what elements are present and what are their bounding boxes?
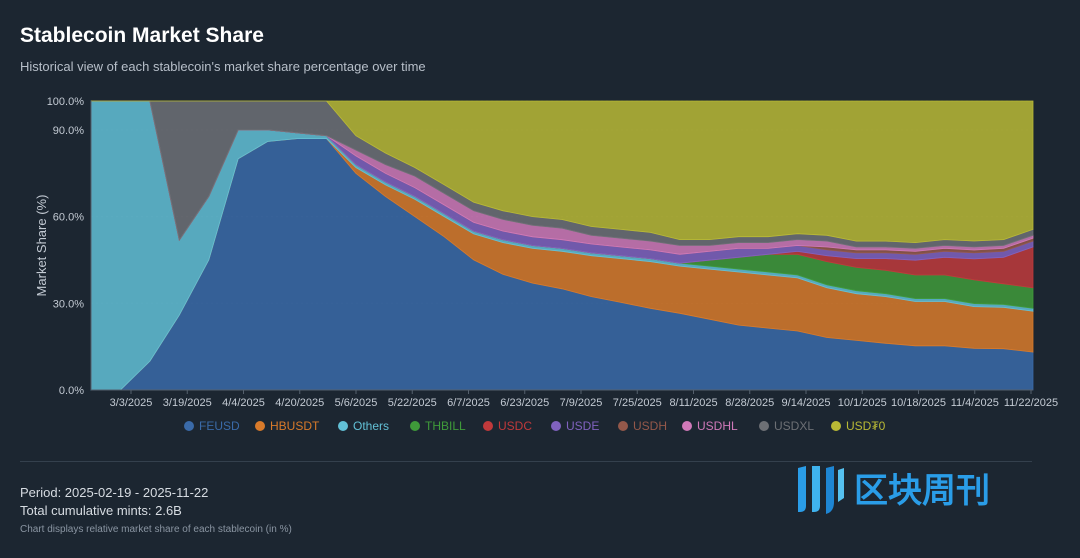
- total-mints-text: Total cumulative mints: 2.6B: [20, 503, 182, 518]
- x-tick-label: 3/19/2025: [163, 397, 212, 409]
- x-tick-label: 10/18/2025: [891, 397, 946, 409]
- x-tick-label: 6/7/2025: [447, 397, 490, 409]
- legend-label[interactable]: Others: [353, 419, 389, 433]
- legend-swatch[interactable]: [759, 421, 769, 431]
- y-tick-label: 100.0%: [47, 96, 85, 108]
- legend-label[interactable]: USD₮0: [846, 419, 886, 433]
- y-tick-label: 0.0%: [59, 385, 84, 397]
- legend-label[interactable]: USDE: [566, 419, 599, 433]
- chart-note: Chart displays relative market share of …: [20, 524, 292, 535]
- legend-swatch[interactable]: [618, 421, 628, 431]
- watermark-text: 区块周刊: [854, 471, 990, 511]
- footer-divider: [20, 461, 1032, 462]
- legend-label[interactable]: THBILL: [425, 419, 466, 433]
- x-tick-label: 3/3/2025: [110, 397, 153, 409]
- x-tick-label: 11/22/2025: [1004, 397, 1058, 409]
- y-tick-label: 60.0%: [53, 212, 84, 224]
- legend-swatch[interactable]: [551, 421, 561, 431]
- x-tick-label: 6/23/2025: [500, 397, 549, 409]
- x-tick-label: 4/20/2025: [275, 397, 324, 409]
- watermark-mark-icon: [798, 466, 844, 514]
- legend-label[interactable]: USDC: [498, 419, 532, 433]
- market-share-chart: 0.0% 30.0% 60.0% 90.0% 100.0% 3/3/2025 3/19/20…: [34, 96, 1058, 433]
- x-tick-label: 8/11/2025: [669, 397, 717, 409]
- legend-swatch[interactable]: [682, 421, 692, 431]
- legend-swatch[interactable]: [338, 421, 348, 431]
- x-tick-label: 9/14/2025: [782, 397, 831, 409]
- legend-swatch[interactable]: [255, 421, 265, 431]
- chart-subtitle: Historical view of each stablecoin's mar…: [20, 59, 426, 74]
- period-text: Period: 2025-02-19 - 2025-11-22: [20, 485, 209, 500]
- legend-swatch[interactable]: [410, 421, 420, 431]
- legend-label[interactable]: HBUSDT: [270, 419, 320, 433]
- x-tick-label: 5/22/2025: [388, 397, 437, 409]
- x-tick-label: 11/4/2025: [951, 397, 999, 409]
- x-tick-label: 10/1/2025: [838, 397, 887, 409]
- x-tick-label: 8/28/2025: [725, 397, 774, 409]
- legend-swatch[interactable]: [831, 421, 841, 431]
- legend-label[interactable]: FEUSD: [199, 419, 240, 433]
- x-tick-label: 7/25/2025: [613, 397, 662, 409]
- legend-label[interactable]: USDXL: [774, 419, 814, 433]
- legend-swatch[interactable]: [184, 421, 194, 431]
- legend-label[interactable]: USDHL: [697, 419, 738, 433]
- x-tick-label: 5/6/2025: [335, 397, 378, 409]
- y-tick-label: 90.0%: [53, 125, 84, 137]
- x-tick-label: 7/9/2025: [560, 397, 603, 409]
- x-tick-label: 4/4/2025: [222, 397, 265, 409]
- chart-title: Stablecoin Market Share: [20, 24, 264, 47]
- legend-label[interactable]: USDH: [633, 419, 667, 433]
- y-axis-title: Market Share (%): [34, 195, 49, 297]
- y-tick-label: 30.0%: [53, 298, 84, 310]
- area-series-usd0[interactable]: [91, 100, 1034, 244]
- watermark-logo: 区块周刊: [798, 466, 990, 514]
- legend-swatch[interactable]: [483, 421, 493, 431]
